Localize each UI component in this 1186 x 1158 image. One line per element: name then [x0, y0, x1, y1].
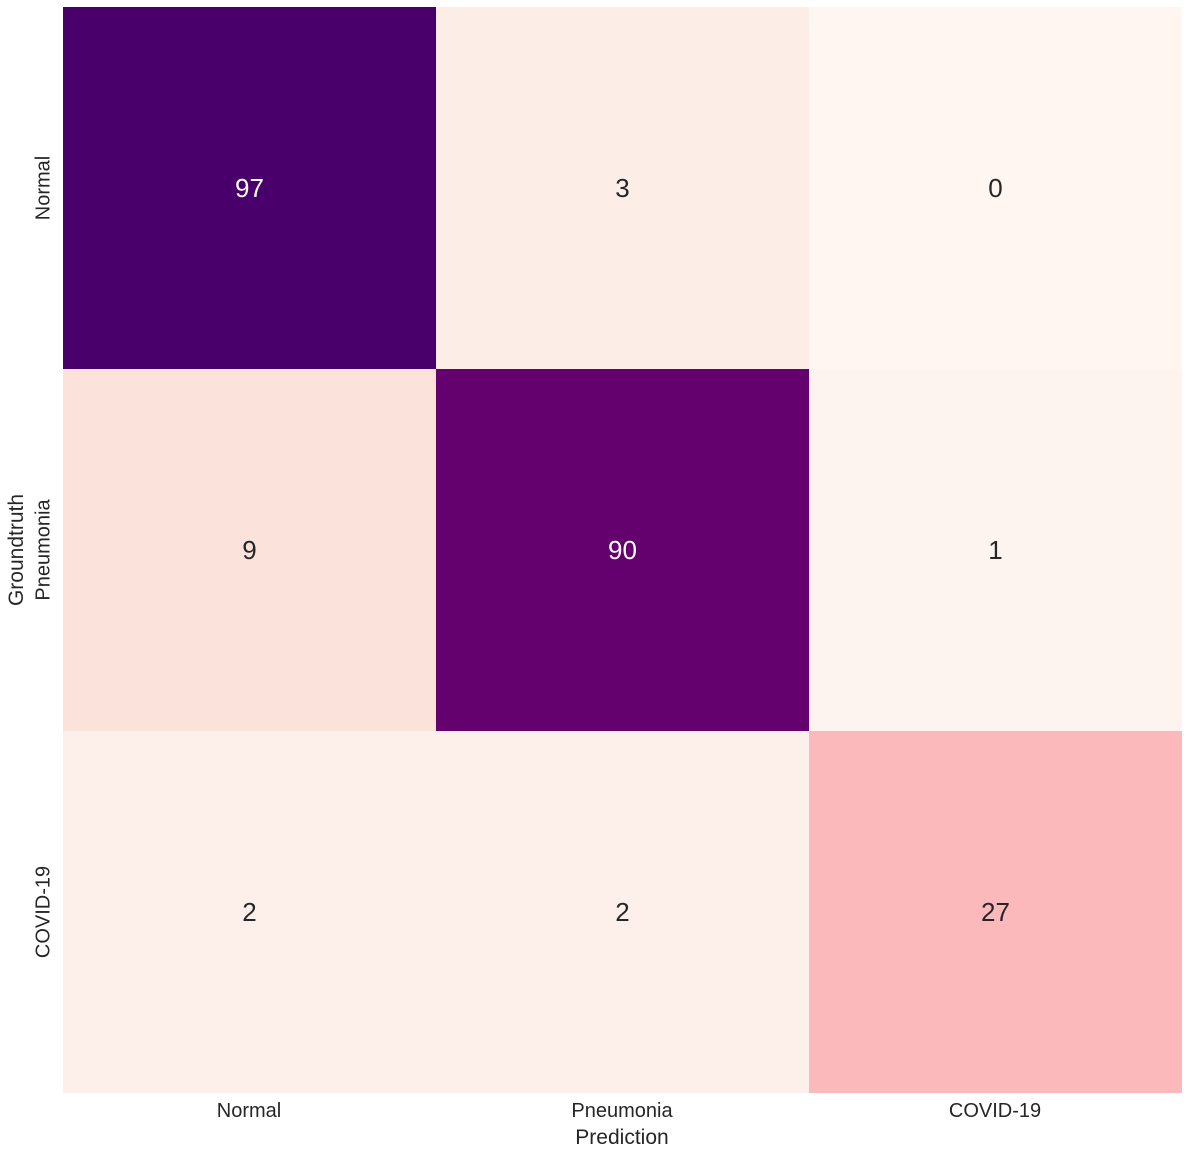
cell-value: 0: [988, 173, 1003, 203]
heatmap-cell: 90: [436, 369, 809, 731]
x-tick-pneumonia: Pneumonia: [571, 1100, 673, 1122]
heatmap-cell: 1: [809, 369, 1182, 731]
heatmap-cell: 97: [63, 7, 436, 369]
heatmap-cell: 0: [809, 7, 1182, 369]
cell-value: 90: [608, 535, 637, 565]
cell-value: 2: [615, 897, 630, 927]
heatmap-cell: 2: [436, 731, 809, 1093]
heatmap-cell: 27: [809, 731, 1182, 1093]
cell-value: 97: [235, 173, 264, 203]
x-tick-covid19: COVID-19: [948, 1100, 1042, 1122]
cell-value: 27: [981, 897, 1010, 927]
heatmap-cell: 9: [63, 369, 436, 731]
x-tick-normal: Normal: [216, 1100, 282, 1122]
cell-value: 2: [242, 897, 257, 927]
y-tick-normal: Normal: [32, 155, 55, 221]
cell-value: 1: [988, 535, 1003, 565]
heatmap-cell: 3: [436, 7, 809, 369]
cell-value: 3: [615, 173, 630, 203]
y-tick-covid19: COVID-19: [32, 865, 55, 959]
heatmap: 97 3 0 9 90 1 2 2 27: [63, 7, 1182, 1093]
x-axis-label: Prediction: [575, 1126, 669, 1149]
heatmap-cell: 2: [63, 731, 436, 1093]
cell-value: 9: [242, 535, 257, 565]
y-tick-pneumonia: Pneumonia: [32, 499, 55, 601]
y-axis-label: Groundtruth: [5, 493, 28, 607]
